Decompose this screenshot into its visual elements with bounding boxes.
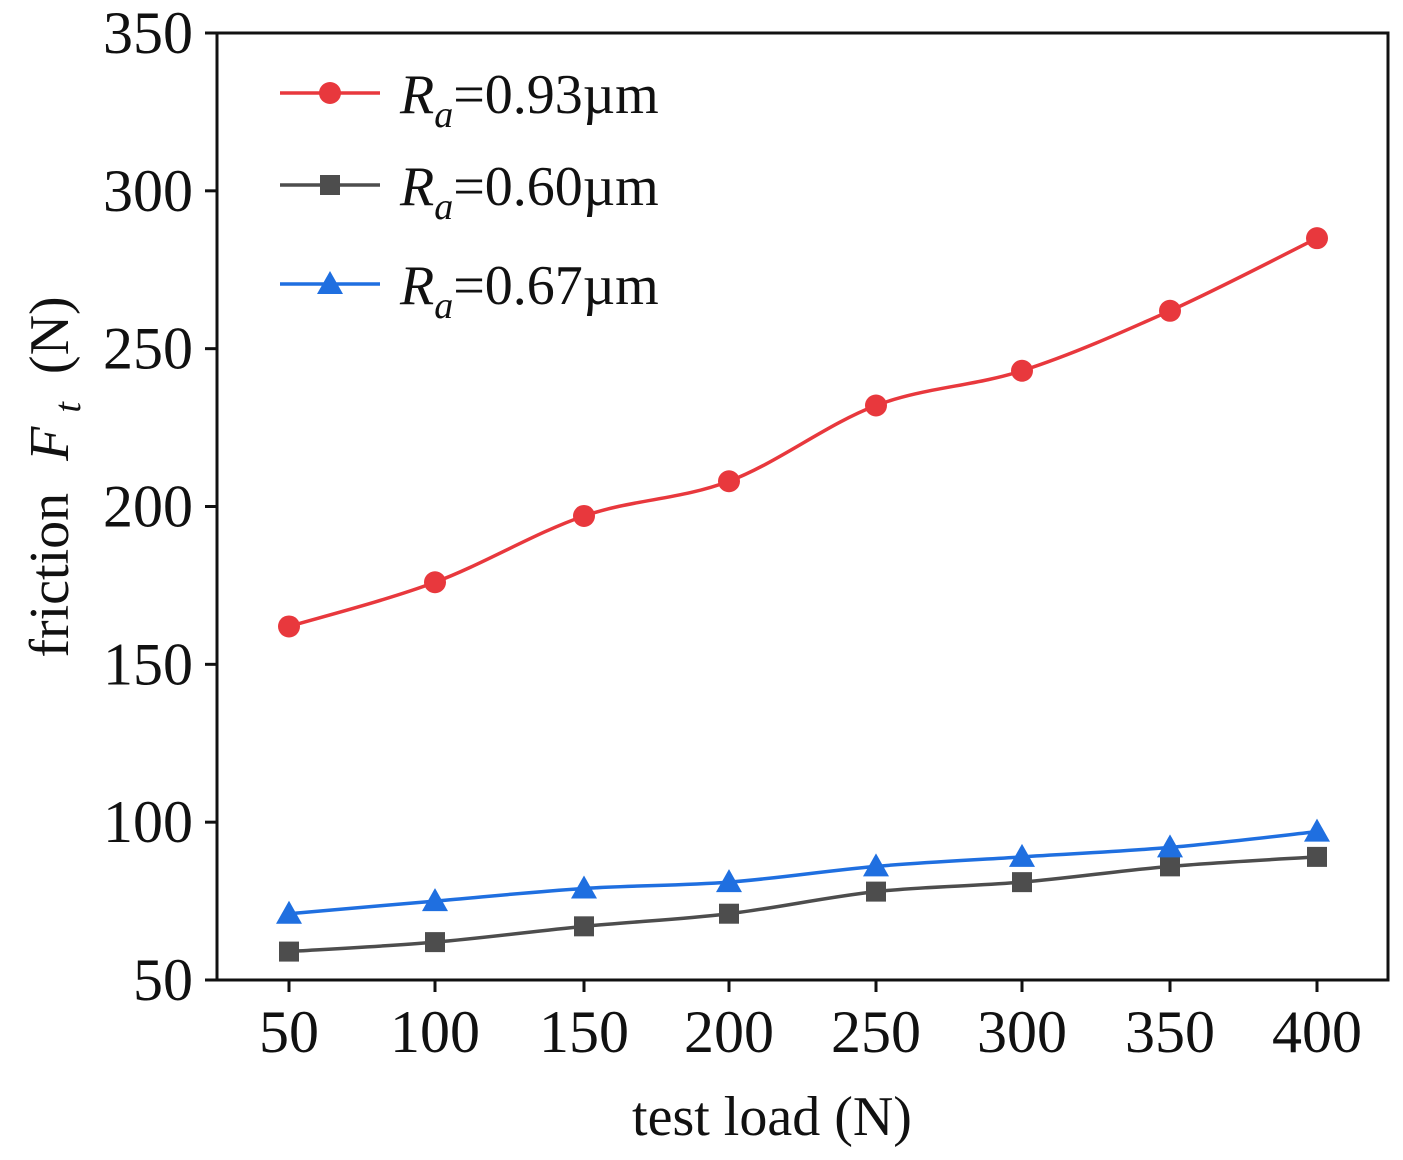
legend-item: Ra=0.60µm [280, 156, 659, 228]
data-point [866, 881, 886, 902]
data-point [1012, 872, 1032, 893]
legend-marker [319, 82, 341, 104]
legend-symbol: R [399, 156, 434, 218]
data-point [425, 932, 445, 953]
legend-subscript: a [434, 186, 453, 228]
data-point [278, 615, 300, 638]
data-point [424, 571, 446, 594]
data-point [719, 903, 739, 924]
legend-marker [320, 175, 340, 195]
data-point [573, 504, 595, 527]
data-point [279, 941, 299, 962]
y-axis-title: friction F t (N) [19, 296, 93, 657]
legend-label: Ra=0.60µm [399, 156, 659, 228]
x-tick-label: 350 [1125, 999, 1215, 1065]
y-tick-label: 150 [103, 631, 193, 697]
y-axis-title-symbol: F [19, 426, 81, 462]
y-tick-label: 300 [103, 158, 193, 224]
legend-subscript: a [434, 285, 453, 327]
data-point [571, 875, 597, 899]
y-axis-title-subscript: t [47, 401, 89, 413]
y-tick-label: 350 [103, 0, 193, 66]
series-line [288, 855, 1318, 954]
data-point [865, 394, 887, 417]
legend-symbol: R [399, 255, 434, 317]
y-tick-label: 100 [103, 789, 193, 855]
series-layer [276, 227, 1330, 962]
series-circle [278, 227, 1328, 638]
data-point [1306, 227, 1328, 250]
legend-label: Ra=0.67µm [399, 255, 659, 327]
data-point [276, 900, 302, 924]
series-triangle [276, 818, 1330, 924]
legend-label: Ra=0.93µm [399, 64, 659, 136]
data-point [1304, 818, 1330, 842]
legend-item: Ra=0.93µm [280, 64, 659, 136]
y-axis-title-prefix: friction [19, 493, 81, 658]
data-point [718, 470, 740, 493]
plot-frame [215, 31, 1390, 982]
data-point [1307, 846, 1327, 867]
y-axis: 50 100 150 200 250 300 350 [103, 0, 217, 1013]
series-line [288, 829, 1318, 916]
x-tick-label: 400 [1272, 999, 1362, 1065]
legend-value: =0.67µm [453, 255, 658, 317]
legend-marker [317, 271, 343, 294]
series-square [279, 846, 1327, 962]
data-point [1011, 359, 1033, 382]
legend-value: =0.60µm [453, 156, 658, 218]
y-tick-label: 200 [103, 474, 193, 540]
series-line [288, 236, 1318, 629]
y-tick-label: 250 [103, 316, 193, 382]
data-point [1159, 299, 1181, 322]
x-tick-label: 300 [977, 999, 1067, 1065]
legend-item: Ra=0.67µm [280, 255, 659, 327]
x-tick-label: 100 [390, 999, 480, 1065]
data-point [716, 869, 742, 893]
legend-value: =0.93µm [453, 64, 658, 126]
data-point [1157, 834, 1183, 858]
y-axis-title-unit: (N) [19, 296, 81, 374]
x-tick-label: 200 [684, 999, 774, 1065]
x-tick-label: 50 [259, 999, 319, 1065]
legend-subscript: a [434, 94, 453, 136]
data-point [1009, 843, 1035, 867]
data-point [574, 916, 594, 937]
data-point [1160, 856, 1180, 877]
y-tick-label: 50 [133, 947, 193, 1013]
x-tick-label: 150 [539, 999, 629, 1065]
x-tick-label: 250 [831, 999, 921, 1065]
x-axis: 50 100 150 200 250 300 350 400 [259, 980, 1362, 1065]
legend-symbol: R [399, 64, 434, 126]
data-point [863, 853, 889, 877]
data-point [422, 888, 448, 912]
x-axis-title: test load (N) [632, 1086, 912, 1148]
